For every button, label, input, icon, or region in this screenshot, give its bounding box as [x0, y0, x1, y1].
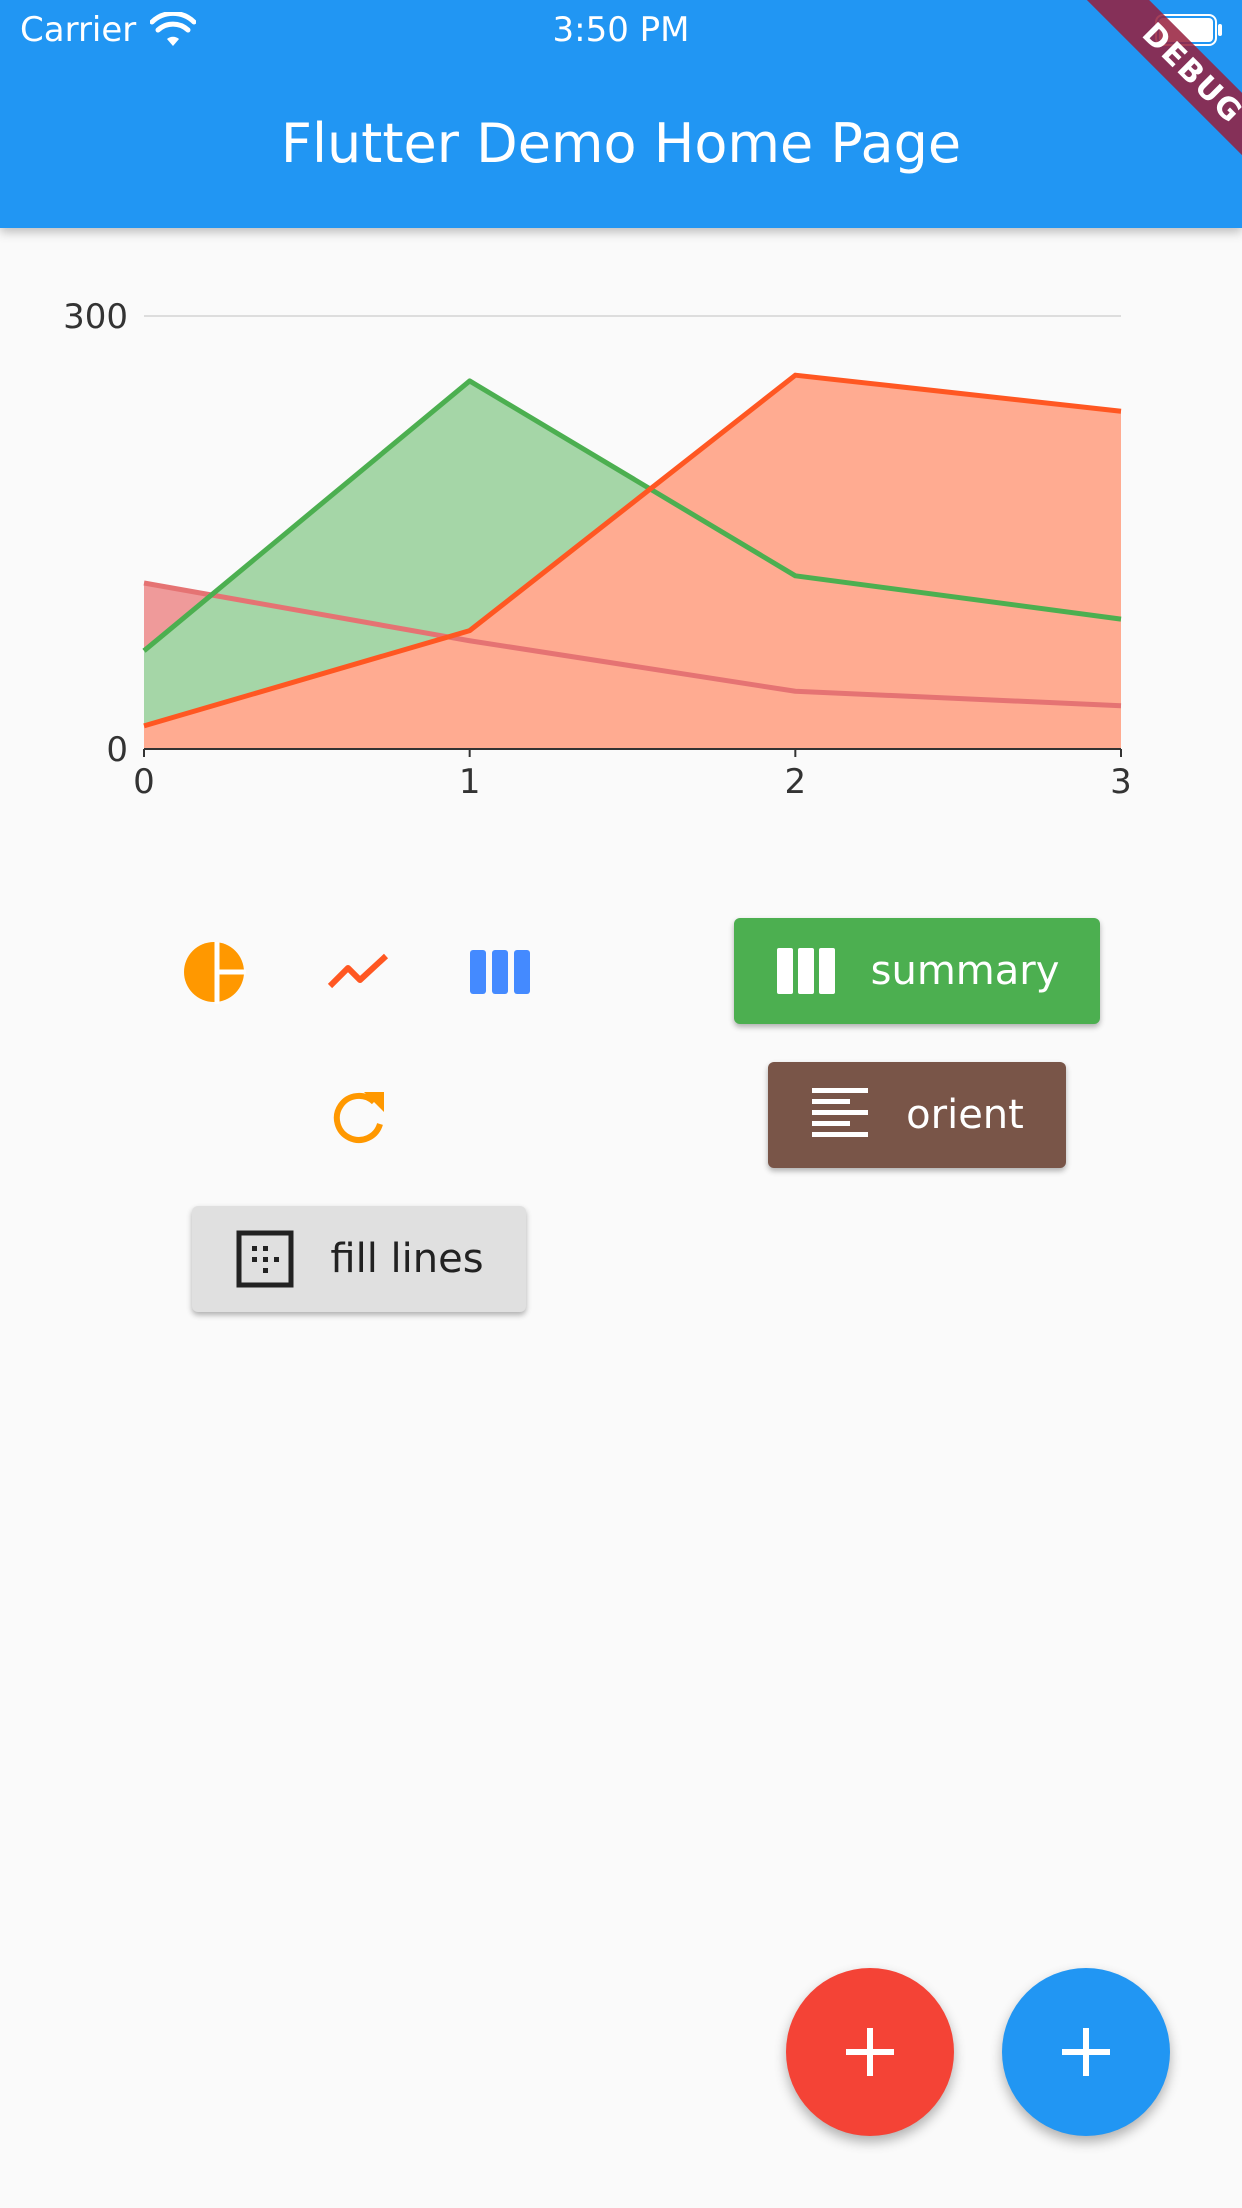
area-chart: 0 1 2 3 0 300 — [63, 297, 1132, 802]
show-chart-icon — [327, 953, 389, 989]
status-time: 3:50 PM — [552, 10, 690, 50]
x-tick-label: 1 — [459, 762, 481, 802]
pie-chart-icon — [184, 942, 246, 1004]
series-2-line — [142, 378, 1122, 653]
wifi-icon — [150, 12, 196, 46]
series-1-line — [143, 580, 1122, 709]
refresh-icon — [333, 1092, 384, 1143]
series-3-line — [143, 372, 1122, 729]
bar-chart-icon — [470, 950, 530, 994]
pie-chart-button[interactable] — [164, 922, 264, 1022]
y-tick-label: 0 — [106, 730, 128, 770]
status-carrier: Carrier — [20, 10, 137, 50]
y-tick-label: 300 — [63, 297, 128, 337]
fill-lines-label: fill lines — [330, 1236, 484, 1282]
border-inner-icon — [236, 1230, 294, 1288]
add-icon — [846, 2028, 894, 2076]
fill-lines-button[interactable]: fill lines — [192, 1206, 526, 1312]
summary-button[interactable]: summary — [734, 918, 1100, 1024]
app-title: Flutter Demo Home Page — [280, 112, 962, 175]
orient-button[interactable]: orient — [768, 1062, 1066, 1168]
app-bar: Carrier 3:50 PM Flutter Demo Home Page D… — [0, 0, 1242, 228]
add-fab-blue[interactable] — [1002, 1968, 1170, 2136]
x-tick-label: 3 — [1110, 762, 1132, 802]
view-column-icon — [776, 948, 835, 994]
line-chart-button[interactable] — [308, 922, 408, 1022]
refresh-button[interactable] — [308, 1066, 408, 1166]
x-tick-label: 2 — [785, 762, 807, 802]
summary-label: summary — [870, 948, 1060, 994]
add-icon — [1062, 2028, 1110, 2076]
x-tick-label: 0 — [133, 762, 155, 802]
bar-chart-button[interactable] — [450, 922, 550, 1022]
orient-label: orient — [906, 1092, 1024, 1138]
add-fab-red[interactable] — [786, 1968, 954, 2136]
align-left-icon — [812, 1088, 869, 1137]
